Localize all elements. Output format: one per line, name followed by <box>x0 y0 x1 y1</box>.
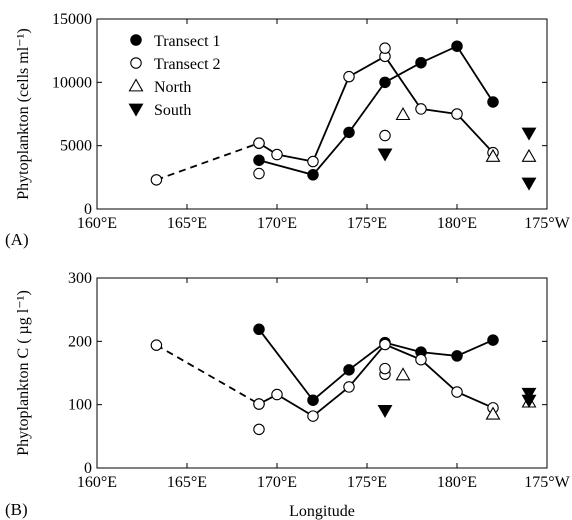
data-point <box>343 364 355 376</box>
x-tick-label: 160°E <box>77 474 117 491</box>
panel-tag: (B) <box>5 500 28 519</box>
legend-label: North <box>154 79 191 96</box>
panel-b: 160°E 165°E 170°E 175°E 180°E 175°W 0 100 200 300… <box>5 270 571 520</box>
dashed-connector-line <box>155 344 260 405</box>
y-axis-label: Phytoplankton (cells ml⁻¹) <box>15 28 32 199</box>
legend-marker <box>130 34 142 46</box>
legend-marker <box>128 103 144 117</box>
panel-a: 160°E 165°E 170°E 175°E 180°E 175°W 0 5000 10000… <box>5 11 571 249</box>
data-point <box>150 174 163 186</box>
data-point <box>307 410 319 422</box>
data-point <box>253 154 265 166</box>
data-point <box>379 338 391 351</box>
data-point <box>253 398 265 410</box>
y-tick-label: 10000 <box>52 74 92 91</box>
x-tick-label: 175°W <box>524 215 570 232</box>
data-point <box>485 148 501 162</box>
panel-tag: (A) <box>5 230 29 249</box>
data-point <box>307 394 319 406</box>
data-point <box>307 155 319 168</box>
data-point <box>521 394 537 408</box>
data-point <box>271 148 283 161</box>
plot-frame <box>96 277 548 469</box>
data-point <box>395 107 411 121</box>
y-tick-label: 5000 <box>60 138 92 155</box>
x-tick-label: 165°E <box>167 215 207 232</box>
data-point <box>487 96 499 108</box>
series-line <box>258 55 494 163</box>
legend-marker <box>128 78 144 92</box>
data-point <box>415 103 427 115</box>
x-tick-label: 170°E <box>257 474 297 491</box>
data-point <box>451 350 463 362</box>
data-point <box>253 137 265 149</box>
y-tick-label: 300 <box>68 270 92 287</box>
data-point <box>521 387 537 401</box>
x-tick-label: 180°E <box>437 474 477 491</box>
x-tick-label: 170°E <box>257 215 297 232</box>
x-tick-label: 165°E <box>167 474 207 491</box>
data-point <box>271 388 283 401</box>
y-tick-label: 100 <box>68 397 92 414</box>
data-point <box>521 177 537 191</box>
x-tick-label: 175°E <box>347 215 387 232</box>
data-point <box>343 381 355 393</box>
data-point <box>253 423 265 436</box>
series-line <box>258 343 494 418</box>
data-point <box>521 148 537 162</box>
data-point <box>150 339 163 351</box>
data-point <box>253 323 265 336</box>
data-point <box>451 40 463 52</box>
data-point <box>343 126 355 139</box>
x-tick-label: 180°E <box>437 215 477 232</box>
plot-frame <box>96 18 548 210</box>
data-point <box>379 362 391 375</box>
data-point <box>379 129 391 142</box>
data-point <box>451 386 463 398</box>
legend-label: Transect 2 <box>154 56 221 73</box>
data-point <box>253 167 265 180</box>
y-axis-label: Phytoplankton C ( µg l⁻¹) <box>15 290 32 456</box>
x-tick-label: 175°W <box>524 474 570 491</box>
y-tick-label: 15000 <box>52 11 92 28</box>
y-tick-label: 200 <box>68 333 92 350</box>
data-point <box>521 127 537 141</box>
y-tick-label: 0 <box>84 201 92 218</box>
data-point <box>487 334 499 346</box>
data-point <box>377 404 393 418</box>
legend-label: Transect 1 <box>154 33 221 50</box>
data-point <box>379 42 391 54</box>
legend: Transect 1 Transect 2 North South <box>128 33 221 119</box>
data-point <box>415 56 427 69</box>
data-point <box>343 70 355 83</box>
y-tick-label: 0 <box>84 460 92 477</box>
data-point <box>395 367 411 381</box>
data-point <box>379 76 391 89</box>
data-point <box>415 353 427 366</box>
x-tick-label: 175°E <box>347 474 387 491</box>
x-axis-label: Longitude <box>289 503 355 520</box>
legend-label: South <box>154 102 191 119</box>
data-point <box>451 108 463 120</box>
data-point <box>377 148 393 162</box>
data-point <box>307 169 319 181</box>
x-tick-label: 160°E <box>77 215 117 232</box>
legend-marker <box>130 57 142 69</box>
dashed-connector-line <box>156 142 260 181</box>
data-point <box>485 406 501 420</box>
